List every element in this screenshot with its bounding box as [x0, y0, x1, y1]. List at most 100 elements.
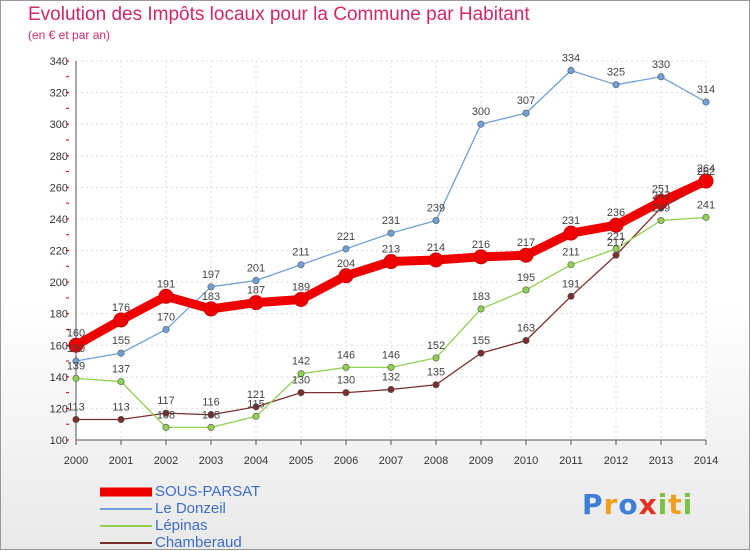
- data-label-Le Donzeil-2011: 334: [562, 52, 580, 64]
- data-label-Chamberaud-2000: 113: [67, 401, 85, 413]
- legend-label: Chamberaud: [155, 534, 242, 551]
- data-label-Lépinas-2000: 139: [67, 360, 85, 372]
- x-tick-label-2006: 2006: [334, 455, 358, 467]
- logo-letter: t: [668, 488, 683, 521]
- x-tick-label-2014: 2014: [694, 455, 718, 467]
- data-label-SOUS-PARSAT-2004: 187: [247, 285, 265, 297]
- data-point-Lépinas-2004: [252, 412, 260, 420]
- data-label-Chamberaud-2008: 135: [427, 367, 445, 379]
- data-label-Chamberaud-2010: 163: [517, 323, 535, 335]
- x-tick-label-2009: 2009: [469, 455, 493, 467]
- data-point-Chamberaud-2000: [72, 415, 80, 423]
- x-tick-label-2012: 2012: [604, 455, 628, 467]
- data-label-Le Donzeil-2010: 307: [517, 95, 535, 107]
- data-point-Le Donzeil-2010: [522, 109, 530, 117]
- y-tick-label-280: 280: [50, 151, 68, 163]
- data-point-Le Donzeil-2014: [702, 98, 710, 106]
- data-point-SOUS-PARSAT-2007: [383, 254, 399, 270]
- data-point-Chamberaud-2005: [297, 389, 305, 397]
- data-label-Le Donzeil-2002: 170: [157, 311, 175, 323]
- data-point-Lépinas-2011: [567, 261, 575, 269]
- chart-title: Evolution des Impôts locaux pour la Comm…: [28, 4, 530, 25]
- data-point-SOUS-PARSAT-2012: [608, 217, 624, 233]
- x-tick-label-2000: 2000: [64, 455, 88, 467]
- data-label-Chamberaud-2001: 113: [112, 401, 130, 413]
- data-label-SOUS-PARSAT-2001: 176: [112, 302, 130, 314]
- x-tick-label-2010: 2010: [514, 455, 538, 467]
- y-tick-label-100: 100: [50, 435, 68, 447]
- y-tick-label-240: 240: [50, 214, 68, 226]
- data-label-Lépinas-2006: 146: [337, 349, 355, 361]
- x-tick-label-2008: 2008: [424, 455, 448, 467]
- data-point-Chamberaud-2011: [567, 292, 575, 300]
- data-label-Chamberaud-2014: 262: [697, 166, 715, 178]
- data-point-SOUS-PARSAT-2009: [473, 249, 489, 265]
- data-label-SOUS-PARSAT-2014: 264: [697, 163, 715, 175]
- data-label-Le Donzeil-2003: 197: [202, 269, 220, 281]
- data-label-Chamberaud-2003: 116: [202, 397, 220, 409]
- data-label-Le Donzeil-2006: 221: [337, 231, 355, 243]
- data-label-Lépinas-2009: 183: [472, 291, 490, 303]
- data-point-SOUS-PARSAT-2003: [203, 301, 219, 317]
- logo-letter: i: [657, 488, 669, 521]
- data-label-SOUS-PARSAT-2005: 189: [292, 281, 310, 293]
- data-point-Chamberaud-2002: [162, 409, 170, 417]
- data-label-Chamberaud-2006: 130: [337, 375, 355, 387]
- data-label-Le Donzeil-2004: 201: [247, 263, 265, 275]
- data-point-Le Donzeil-2013: [657, 73, 665, 81]
- data-point-SOUS-PARSAT-2014: [698, 173, 714, 189]
- data-label-Chamberaud-2004: 121: [247, 389, 265, 401]
- data-point-Chamberaud-2010: [522, 337, 530, 345]
- data-point-SOUS-PARSAT-2006: [338, 268, 354, 284]
- data-label-Le Donzeil-2005: 211: [292, 247, 310, 259]
- data-label-Chamberaud-2002: 117: [157, 395, 175, 407]
- data-point-Chamberaud-2004: [252, 403, 260, 411]
- chart-subtitle: (en € et par an): [28, 28, 111, 42]
- data-label-Le Donzeil-2001: 155: [112, 335, 130, 347]
- y-tick-label-300: 300: [50, 119, 68, 131]
- data-label-SOUS-PARSAT-2012: 236: [607, 207, 625, 219]
- data-label-Lépinas-2001: 137: [112, 364, 130, 376]
- data-label-Chamberaud-2012: 217: [607, 237, 625, 249]
- data-point-Lépinas-2000: [72, 374, 80, 382]
- data-label-SOUS-PARSAT-2008: 214: [427, 242, 445, 254]
- data-point-Le Donzeil-2008: [432, 216, 440, 224]
- y-tick-label-260: 260: [50, 182, 68, 194]
- legend-label: Le Donzeil: [155, 500, 226, 517]
- data-point-Lépinas-2007: [387, 363, 395, 371]
- data-label-Chamberaud-2005: 130: [292, 375, 310, 387]
- data-label-Lépinas-2014: 241: [697, 199, 715, 211]
- y-tick-label-120: 120: [50, 403, 68, 415]
- data-label-SOUS-PARSAT-2010: 217: [517, 237, 535, 249]
- data-point-SOUS-PARSAT-2002: [158, 288, 174, 304]
- x-tick-label-2005: 2005: [289, 455, 313, 467]
- legend-swatch: [100, 507, 152, 510]
- data-label-SOUS-PARSAT-2000: 160: [67, 327, 85, 339]
- legend-swatch: [100, 541, 152, 544]
- data-label-Le Donzeil-2000: 150: [67, 343, 85, 355]
- data-label-Lépinas-2003: 108: [202, 409, 220, 421]
- data-label-Le Donzeil-2014: 314: [697, 84, 715, 96]
- data-label-Chamberaud-2013: 247: [652, 190, 670, 202]
- data-point-Lépinas-2001: [117, 378, 125, 386]
- data-point-Lépinas-2005: [297, 370, 305, 378]
- x-tick-label-2013: 2013: [649, 455, 673, 467]
- data-point-Le Donzeil-2001: [117, 349, 125, 357]
- legend-swatch: [100, 524, 152, 527]
- legend-swatch: [100, 487, 152, 496]
- data-label-SOUS-PARSAT-2009: 216: [472, 239, 490, 251]
- data-point-Lépinas-2003: [207, 423, 215, 431]
- data-point-Lépinas-2002: [162, 423, 170, 431]
- data-point-Le Donzeil-2009: [477, 120, 485, 128]
- data-point-Lépinas-2009: [477, 305, 485, 313]
- data-point-Chamberaud-2007: [387, 385, 395, 393]
- data-point-Le Donzeil-2007: [387, 229, 395, 237]
- data-point-Chamberaud-2012: [612, 251, 620, 259]
- proxiti-logo: Proxiti: [582, 488, 693, 521]
- y-tick-label-160: 160: [50, 340, 68, 352]
- logo-letter: P: [582, 488, 604, 521]
- y-tick-label-180: 180: [50, 309, 68, 321]
- y-tick-label-320: 320: [50, 88, 68, 100]
- logo-letter: o: [618, 488, 639, 521]
- y-tick-label-220: 220: [50, 246, 68, 258]
